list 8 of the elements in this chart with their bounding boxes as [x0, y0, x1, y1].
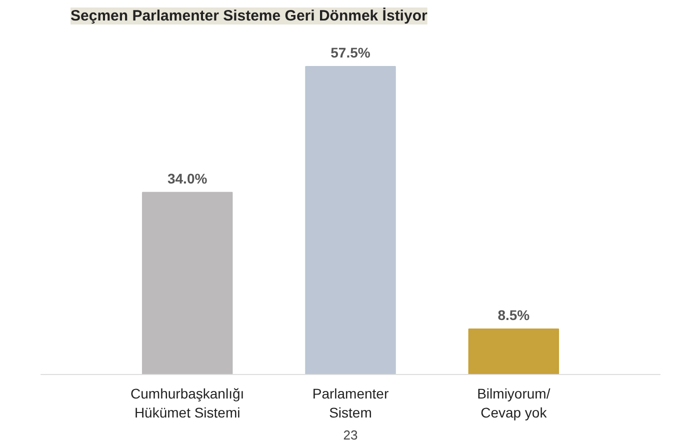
text: 23	[343, 428, 358, 442]
x-tick-label: Parlamenter Sistem	[312, 386, 389, 421]
data-label: 8.5%	[498, 306, 530, 323]
x-tick-label: Bilmiyorum/ Cevap yok	[477, 386, 550, 421]
data-label: 34.0%	[167, 170, 208, 186]
data-label: 57.5%	[330, 44, 371, 60]
chart-title: Seçmen Parlamenter Sisteme Geri Dönmek İstiyor	[70, 8, 428, 24]
x-tick-label: Cumhurbaşkanlığı Hükümet Sistemi	[130, 386, 244, 421]
